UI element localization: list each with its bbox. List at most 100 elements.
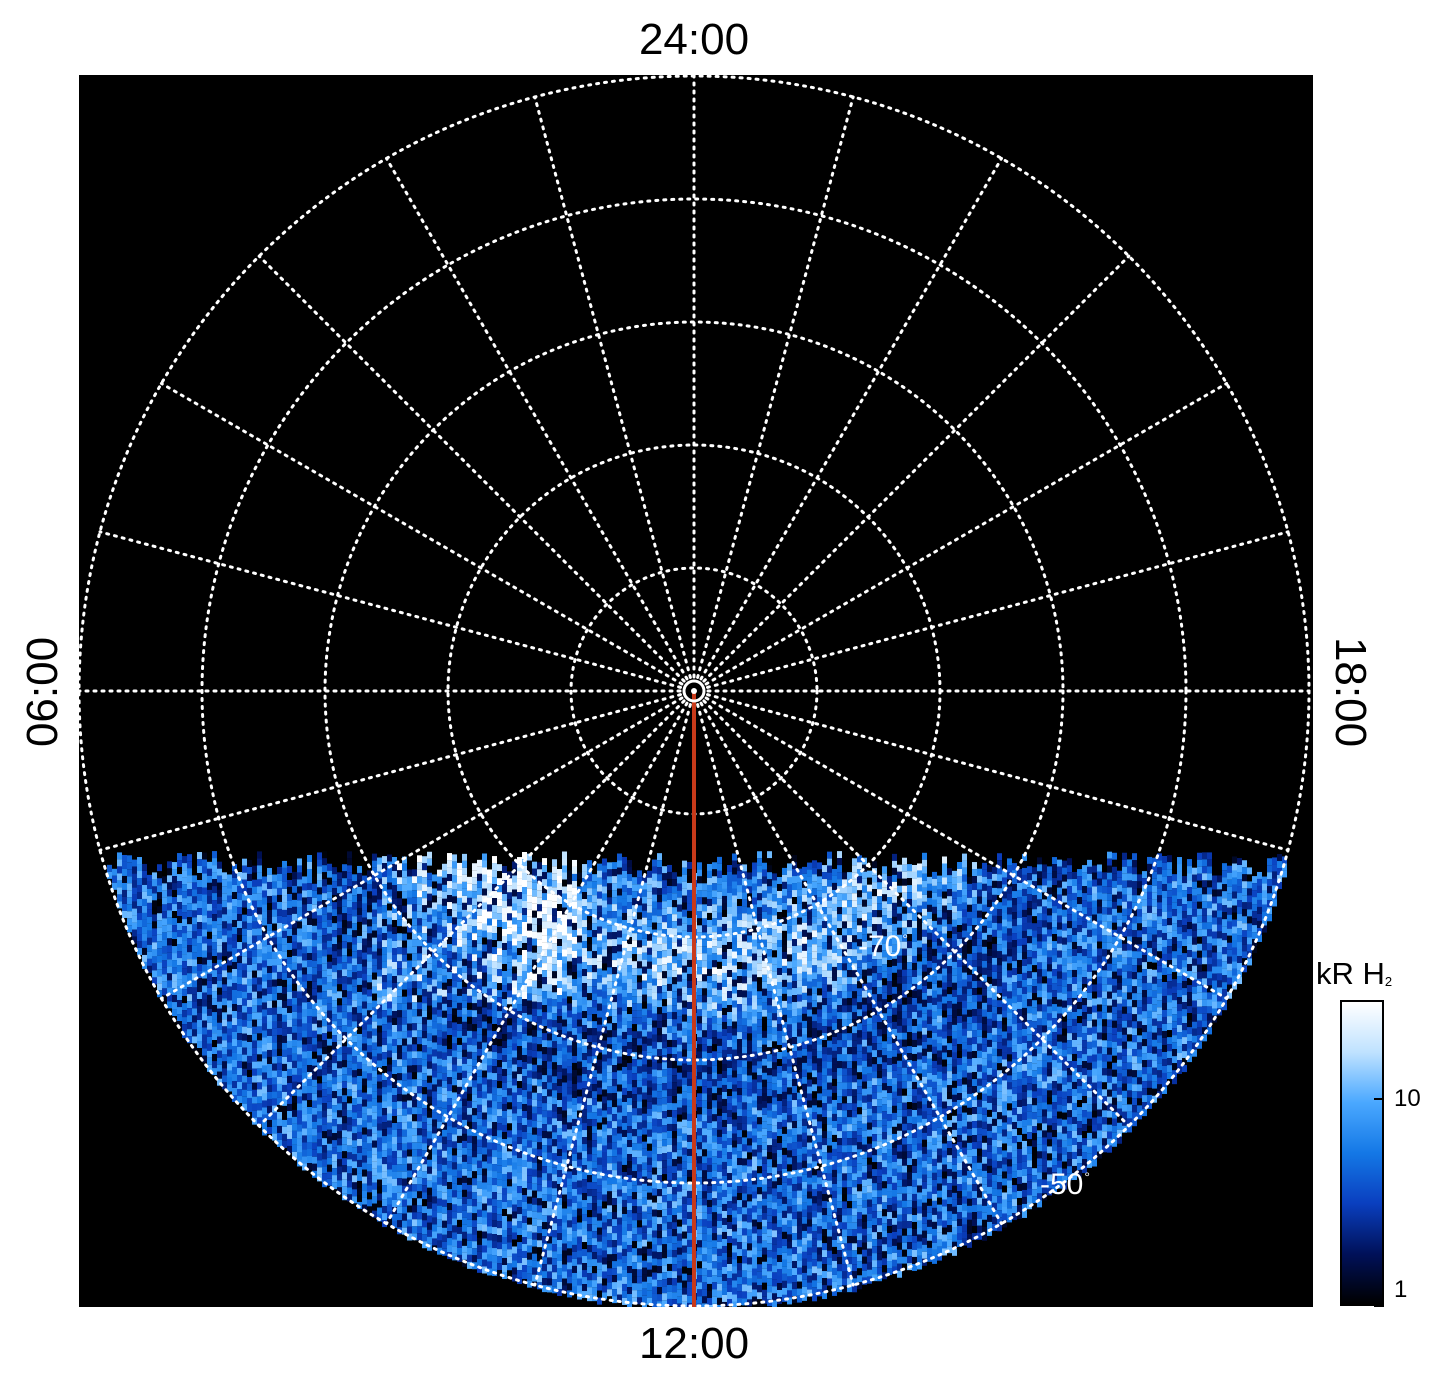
emission-cell <box>187 896 192 904</box>
emission-cell <box>307 1043 312 1051</box>
emission-cell <box>592 1189 597 1197</box>
emission-cell <box>357 956 362 964</box>
emission-cell <box>582 955 587 963</box>
emission-cell <box>627 1035 632 1043</box>
emission-cell <box>587 1280 592 1288</box>
emission-cell <box>302 1135 307 1143</box>
emission-cell <box>257 928 262 936</box>
emission-cell <box>602 1229 607 1237</box>
emission-cell <box>587 965 592 973</box>
emission-cell <box>602 1012 607 1020</box>
emission-cell <box>542 1075 547 1083</box>
emission-cell <box>627 1224 632 1232</box>
emission-cell <box>177 888 182 896</box>
emission-cell <box>567 1080 572 1088</box>
emission-cell <box>177 874 182 882</box>
emission-cell <box>622 954 627 962</box>
emission-cell <box>637 1066 642 1074</box>
emission-cell <box>637 1017 642 1025</box>
emission-cell <box>337 1180 342 1188</box>
emission-cell <box>612 890 617 898</box>
emission-cell <box>467 1205 472 1213</box>
emission-cell <box>517 1179 522 1187</box>
emission-cell <box>572 971 577 979</box>
emission-cell <box>432 1119 437 1127</box>
emission-cell <box>402 1136 407 1144</box>
emission-cell <box>602 942 607 950</box>
emission-cell <box>632 1073 637 1081</box>
emission-cell <box>602 1047 607 1055</box>
emission-cell <box>567 1010 572 1018</box>
emission-cell <box>477 1013 482 1021</box>
emission-cell <box>377 955 382 963</box>
emission-cell <box>602 1124 607 1132</box>
emission-cell <box>312 981 317 989</box>
emission-cell <box>482 965 487 973</box>
emission-cell <box>607 1219 612 1227</box>
emission-cell <box>577 1075 582 1083</box>
emission-cell <box>517 1046 522 1054</box>
emission-cell <box>352 1070 357 1078</box>
emission-cell <box>507 1151 512 1159</box>
emission-cell <box>317 1055 322 1063</box>
emission-cell <box>317 1076 322 1084</box>
emission-cell <box>447 937 452 945</box>
emission-cell <box>412 897 417 905</box>
emission-cell <box>167 889 172 897</box>
emission-cell <box>477 1097 482 1105</box>
emission-cell <box>322 1005 327 1013</box>
emission-cell <box>332 874 337 882</box>
emission-cell <box>392 919 397 927</box>
emission-cell <box>497 1151 502 1159</box>
emission-cell <box>577 1264 582 1272</box>
emission-cell <box>322 1047 327 1055</box>
emission-cell <box>382 933 387 941</box>
emission-cell <box>302 967 307 975</box>
emission-cell <box>627 1007 632 1015</box>
emission-cell <box>472 1255 477 1263</box>
emission-cell <box>277 1097 282 1105</box>
emission-cell <box>627 1140 632 1148</box>
emission-cell <box>497 1109 502 1117</box>
emission-cell <box>392 1213 397 1221</box>
emission-cell <box>547 1194 552 1202</box>
emission-cell <box>627 986 632 994</box>
emission-cell <box>182 933 187 941</box>
emission-cell <box>447 965 452 973</box>
emission-cell <box>357 1026 362 1034</box>
emission-cell <box>562 1068 567 1076</box>
emission-cell <box>417 1023 422 1031</box>
emission-cell <box>307 1050 312 1058</box>
emission-cell <box>462 895 467 903</box>
emission-cell <box>182 996 187 1004</box>
emission-cell <box>642 1225 647 1233</box>
emission-cell <box>547 1187 552 1195</box>
emission-cell <box>492 1206 497 1214</box>
emission-cell <box>622 891 627 899</box>
emission-cell <box>312 1093 317 1101</box>
emission-cell <box>412 1016 417 1024</box>
emission-cell <box>562 1005 567 1013</box>
emission-cell <box>527 1203 532 1211</box>
emission-cell <box>617 1273 622 1281</box>
emission-cell <box>552 950 557 958</box>
emission-cell <box>582 899 587 907</box>
emission-cell <box>317 901 322 909</box>
emission-cell <box>317 985 322 993</box>
emission-cell <box>582 1270 587 1278</box>
emission-cell <box>607 988 612 996</box>
emission-cell <box>507 1207 512 1215</box>
emission-cell <box>467 1254 472 1262</box>
emission-cell <box>442 884 447 892</box>
emission-cell <box>477 950 482 958</box>
emission-cell <box>447 1175 452 1183</box>
emission-cell <box>142 884 147 892</box>
emission-cell <box>557 1009 562 1017</box>
emission-cell <box>517 906 522 914</box>
emission-cell <box>527 1161 532 1169</box>
emission-cell <box>382 947 387 955</box>
emission-cell <box>192 987 197 995</box>
emission-cell <box>317 1125 322 1133</box>
emission-cell <box>482 1182 487 1190</box>
emission-cell <box>562 1040 567 1048</box>
